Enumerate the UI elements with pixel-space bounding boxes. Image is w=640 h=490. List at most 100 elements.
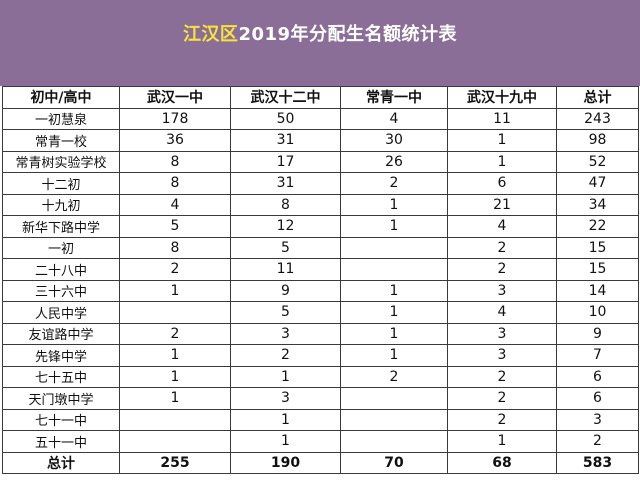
- table-row: 一初 8 5 2 15: [2, 236, 639, 259]
- quota-cell: 1: [230, 365, 341, 388]
- quota-cell: 3: [230, 387, 341, 410]
- quota-cell: 9: [230, 279, 341, 302]
- quota-cell: 1: [447, 150, 557, 173]
- table-row: 人民中学 5 1 4 10: [2, 301, 639, 324]
- table-row: 新华下路中学 5 12 1 4 22: [2, 215, 639, 238]
- quota-cell: [340, 408, 448, 431]
- quota-cell: 11: [447, 107, 557, 130]
- quota-cell: 2: [119, 258, 231, 281]
- total-label: 总计: [2, 451, 120, 474]
- quota-cell: 1: [119, 365, 231, 388]
- total-cell: 68: [447, 451, 557, 474]
- allocation-table: 初中/高中 武汉一中 武汉十二中 常青一中 武汉十九中 总计 一初慧泉 178 50…: [2, 86, 639, 474]
- school-name-cell: 三十六中: [2, 279, 120, 302]
- quota-cell: 1: [340, 344, 448, 367]
- total-row: 总计 255 190 70 68 583: [2, 451, 639, 474]
- quota-cell: 4: [340, 107, 448, 130]
- table-row: 常青一校 36 31 30 1 98: [2, 129, 639, 152]
- quota-cell: 5: [230, 236, 341, 259]
- quota-cell: [340, 430, 448, 453]
- school-name-cell: 一初慧泉: [2, 107, 120, 130]
- quota-cell: 1: [119, 279, 231, 302]
- quota-cell: 26: [340, 150, 448, 173]
- school-name-cell: 先锋中学: [2, 344, 120, 367]
- header-wuhan-1: 武汉一中: [119, 86, 231, 109]
- quota-cell: [340, 236, 448, 259]
- quota-cell: [340, 387, 448, 410]
- school-name-cell: 常青一校: [2, 129, 120, 152]
- quota-cell: 2: [447, 365, 557, 388]
- table-row: 五十一中 1 1 2: [2, 430, 639, 453]
- quota-cell: 2: [340, 172, 448, 195]
- quota-cell: 30: [340, 129, 448, 152]
- quota-cell: 1: [119, 344, 231, 367]
- quota-cell: 2: [556, 430, 639, 453]
- school-name-cell: 天门墩中学: [2, 387, 120, 410]
- table-row: 十九初 4 8 1 21 34: [2, 193, 639, 216]
- quota-cell: 8: [230, 193, 341, 216]
- header-changqing-1: 常青一中: [340, 86, 448, 109]
- table-row: 先锋中学 1 2 1 3 7: [2, 344, 639, 367]
- school-name-cell: 新华下路中学: [2, 215, 120, 238]
- school-name-cell: 二十八中: [2, 258, 120, 281]
- quota-cell: 7: [556, 344, 639, 367]
- quota-cell: 5: [119, 215, 231, 238]
- quota-cell: 1: [119, 387, 231, 410]
- school-name-cell: 友谊路中学: [2, 322, 120, 345]
- quota-cell: 15: [556, 236, 639, 259]
- header-wuhan-19: 武汉十九中: [447, 86, 557, 109]
- page-title: 江汉区2019年分配生名额统计表: [0, 20, 640, 46]
- quota-cell: 2: [119, 322, 231, 345]
- quota-cell: 21: [447, 193, 557, 216]
- quota-cell: 1: [447, 430, 557, 453]
- quota-cell: 8: [119, 236, 231, 259]
- quota-cell: 1: [230, 430, 341, 453]
- quota-cell: 22: [556, 215, 639, 238]
- header-school: 初中/高中: [2, 86, 120, 109]
- quota-cell: 243: [556, 107, 639, 130]
- title-district: 江汉区: [182, 24, 239, 45]
- title-text: 2019年分配生名额统计表: [238, 24, 458, 45]
- quota-cell: [119, 430, 231, 453]
- quota-cell: 52: [556, 150, 639, 173]
- quota-cell: 4: [119, 193, 231, 216]
- table-body: 一初慧泉 178 50 4 11 243 常青一校 36 31 30 1 98 常青树实验学校 8 17 26…: [2, 107, 639, 453]
- quota-cell: 36: [119, 129, 231, 152]
- quota-cell: 50: [230, 107, 341, 130]
- table-row: 天门墩中学 1 3 2 6: [2, 387, 639, 410]
- quota-cell: 2: [340, 365, 448, 388]
- quota-cell: 3: [447, 279, 557, 302]
- total-cell: 255: [119, 451, 231, 474]
- table-row: 二十八中 2 11 2 15: [2, 258, 639, 281]
- table-row: 友谊路中学 2 3 1 3 9: [2, 322, 639, 345]
- quota-cell: 3: [556, 408, 639, 431]
- school-name-cell: 十二初: [2, 172, 120, 195]
- quota-cell: 2: [447, 236, 557, 259]
- quota-cell: 4: [447, 215, 557, 238]
- quota-cell: 178: [119, 107, 231, 130]
- school-name-cell: 七十一中: [2, 408, 120, 431]
- table-row: 一初慧泉 178 50 4 11 243: [2, 107, 639, 130]
- total-cell: 70: [340, 451, 448, 474]
- quota-cell: 47: [556, 172, 639, 195]
- school-name-cell: 五十一中: [2, 430, 120, 453]
- header-wuhan-12: 武汉十二中: [230, 86, 341, 109]
- quota-cell: 1: [230, 408, 341, 431]
- quota-cell: 10: [556, 301, 639, 324]
- table-row: 常青树实验学校 8 17 26 1 52: [2, 150, 639, 173]
- quota-cell: 9: [556, 322, 639, 345]
- table-row: 三十六中 1 9 1 3 14: [2, 279, 639, 302]
- quota-cell: [119, 301, 231, 324]
- quota-cell: 6: [556, 387, 639, 410]
- quota-cell: 6: [556, 365, 639, 388]
- quota-cell: 14: [556, 279, 639, 302]
- quota-cell: 15: [556, 258, 639, 281]
- quota-cell: 1: [340, 215, 448, 238]
- quota-cell: 31: [230, 172, 341, 195]
- quota-cell: 2: [230, 344, 341, 367]
- school-name-cell: 一初: [2, 236, 120, 259]
- quota-cell: 2: [447, 387, 557, 410]
- quota-cell: 1: [340, 301, 448, 324]
- quota-cell: 11: [230, 258, 341, 281]
- quota-cell: 34: [556, 193, 639, 216]
